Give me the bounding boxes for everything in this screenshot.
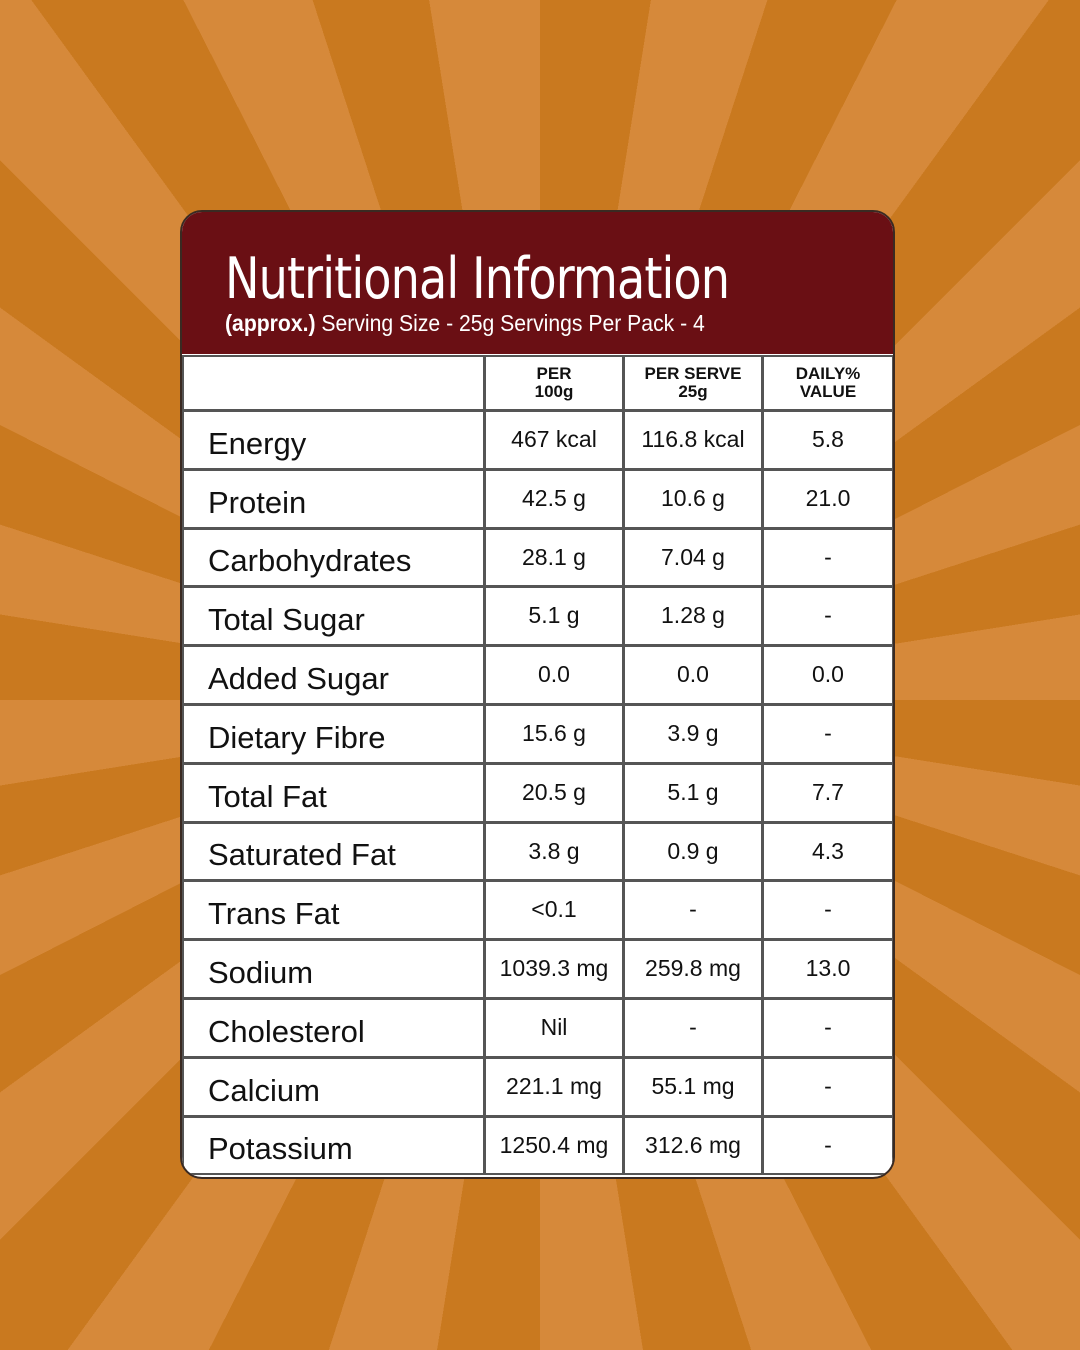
nutrient-value: 7.7 <box>762 762 893 823</box>
nutrient-value: 42.5 g <box>484 468 624 529</box>
nutrient-value: 13.0 <box>762 939 893 999</box>
header-cell <box>182 355 485 411</box>
nutrient-name: Potassium <box>182 1115 485 1176</box>
nutrient-name: Sodium <box>182 939 485 999</box>
nutrient-value: <0.1 <box>484 880 624 941</box>
nutrient-name: Added Sugar <box>182 645 485 705</box>
nutrient-value: 467 kcal <box>484 410 624 470</box>
nutrient-name: Dietary Fibre <box>182 704 485 764</box>
nutrient-value: 116.8 kcal <box>623 410 763 470</box>
column-header-line: PER SERVE <box>644 364 742 383</box>
nutrient-name: Protein <box>182 468 485 529</box>
nutrient-value: 1.28 g <box>623 586 763 647</box>
nutrient-value: - <box>762 880 893 941</box>
nutrient-name: Cholesterol <box>182 998 485 1058</box>
column-header: PER SERVE 25g <box>623 355 763 411</box>
nutrient-name: Carbohydrates <box>182 527 485 588</box>
nutrient-value: - <box>762 998 893 1058</box>
nutrient-value: - <box>623 998 763 1058</box>
subtitle-note: (approx.) <box>225 310 316 336</box>
nutrient-name: Trans Fat <box>182 880 485 941</box>
nutrient-name: Energy <box>182 410 485 470</box>
nutrient-value: - <box>762 586 893 647</box>
nutrient-value: 0.0 <box>762 645 893 705</box>
nutrient-value: 7.04 g <box>623 527 763 588</box>
nutrient-value: - <box>762 1115 893 1176</box>
nutrient-value: 5.1 g <box>484 586 624 647</box>
nutrient-value: 21.0 <box>762 468 893 529</box>
nutrient-value: 221.1 mg <box>484 1056 624 1117</box>
nutrient-value: 0.9 g <box>623 821 763 882</box>
column-header-line: PER <box>536 364 572 383</box>
nutrient-name: Total Fat <box>182 762 485 823</box>
nutrient-value: - <box>762 1056 893 1117</box>
subtitle-text: Serving Size - 25g Servings Per Pack - 4 <box>321 310 705 336</box>
nutrient-value: 1039.3 mg <box>484 939 624 999</box>
nutrient-value: 10.6 g <box>623 468 763 529</box>
nutrition-card: Nutritional Information (approx.) Servin… <box>180 210 895 1179</box>
nutrient-value: 3.8 g <box>484 821 624 882</box>
title: Nutritional Information <box>225 246 730 312</box>
nutrient-value: - <box>762 527 893 588</box>
column-header-line: 25g <box>678 382 708 401</box>
nutrient-value: 1250.4 mg <box>484 1115 624 1176</box>
nutrient-value: 5.8 <box>762 410 893 470</box>
nutrient-value: 259.8 mg <box>623 939 763 999</box>
nutrient-value: 20.5 g <box>484 762 624 823</box>
nutrient-value: - <box>762 704 893 764</box>
nutrient-name: Saturated Fat <box>182 821 485 882</box>
column-header-line: DAILY% <box>795 364 861 383</box>
nutrient-value: 5.1 g <box>623 762 763 823</box>
nutrient-value: 15.6 g <box>484 704 624 764</box>
card-header: Nutritional Information (approx.) Servin… <box>182 212 893 354</box>
nutrient-value: 28.1 g <box>484 527 624 588</box>
column-header: DAILY% VALUE <box>762 355 893 411</box>
nutrient-value: 312.6 mg <box>623 1115 763 1176</box>
nutrient-name: Total Sugar <box>182 586 485 647</box>
column-header-line: 100g <box>534 382 574 401</box>
column-header-line: VALUE <box>799 382 857 401</box>
nutrient-value: 0.0 <box>484 645 624 705</box>
nutrient-value: 0.0 <box>623 645 763 705</box>
column-header: PER 100g <box>484 355 624 411</box>
nutrient-value: 55.1 mg <box>623 1056 763 1117</box>
nutrient-value: Nil <box>484 998 624 1058</box>
nutrient-value: 3.9 g <box>623 704 763 764</box>
nutrient-value: 4.3 <box>762 821 893 882</box>
nutrient-value: - <box>623 880 763 941</box>
subtitle: (approx.) Serving Size - 25g Servings Pe… <box>225 310 705 337</box>
nutrient-name: Calcium <box>182 1056 485 1117</box>
